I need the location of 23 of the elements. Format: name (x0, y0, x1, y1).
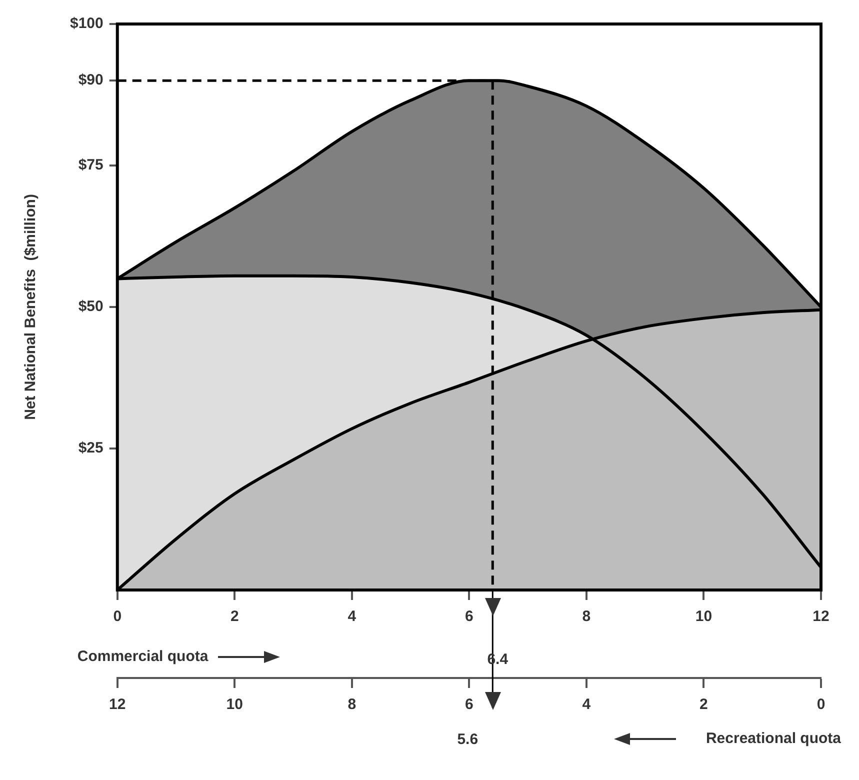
x2-axis-title: Recreational quota (706, 730, 841, 747)
text: 5.6 (457, 731, 478, 748)
x2-tick-label: 8 (348, 696, 356, 714)
y-tick-label: $50 (78, 298, 104, 316)
y-tick-label: $100 (70, 15, 104, 32)
y-tick-label: $90 (78, 72, 104, 89)
y-tick-label: $25 (78, 440, 104, 457)
x2-tick-label: 0 (816, 696, 826, 714)
x-tick-label: 6 (465, 608, 474, 626)
x2-tick-label: 10 (226, 696, 243, 714)
x-axis-title: Commercial quota (77, 648, 208, 665)
x-tick-label: 2 (230, 608, 239, 626)
x-tick-label: 0 (113, 608, 122, 626)
x2-tick-label: 2 (700, 696, 708, 714)
y-tick-label: $75 (78, 156, 104, 174)
x2-tick-label: 6 (465, 696, 474, 714)
x-tick-label: 8 (582, 608, 591, 626)
y-axis-title: Net National Benefits ($million) (22, 194, 40, 420)
x-tick-label: 4 (348, 608, 357, 626)
x-tick-label: 10 (695, 608, 712, 626)
x-tick-label: 12 (812, 608, 830, 626)
x2-tick-label: 4 (582, 696, 592, 714)
x2-tick-label: 12 (109, 696, 126, 714)
